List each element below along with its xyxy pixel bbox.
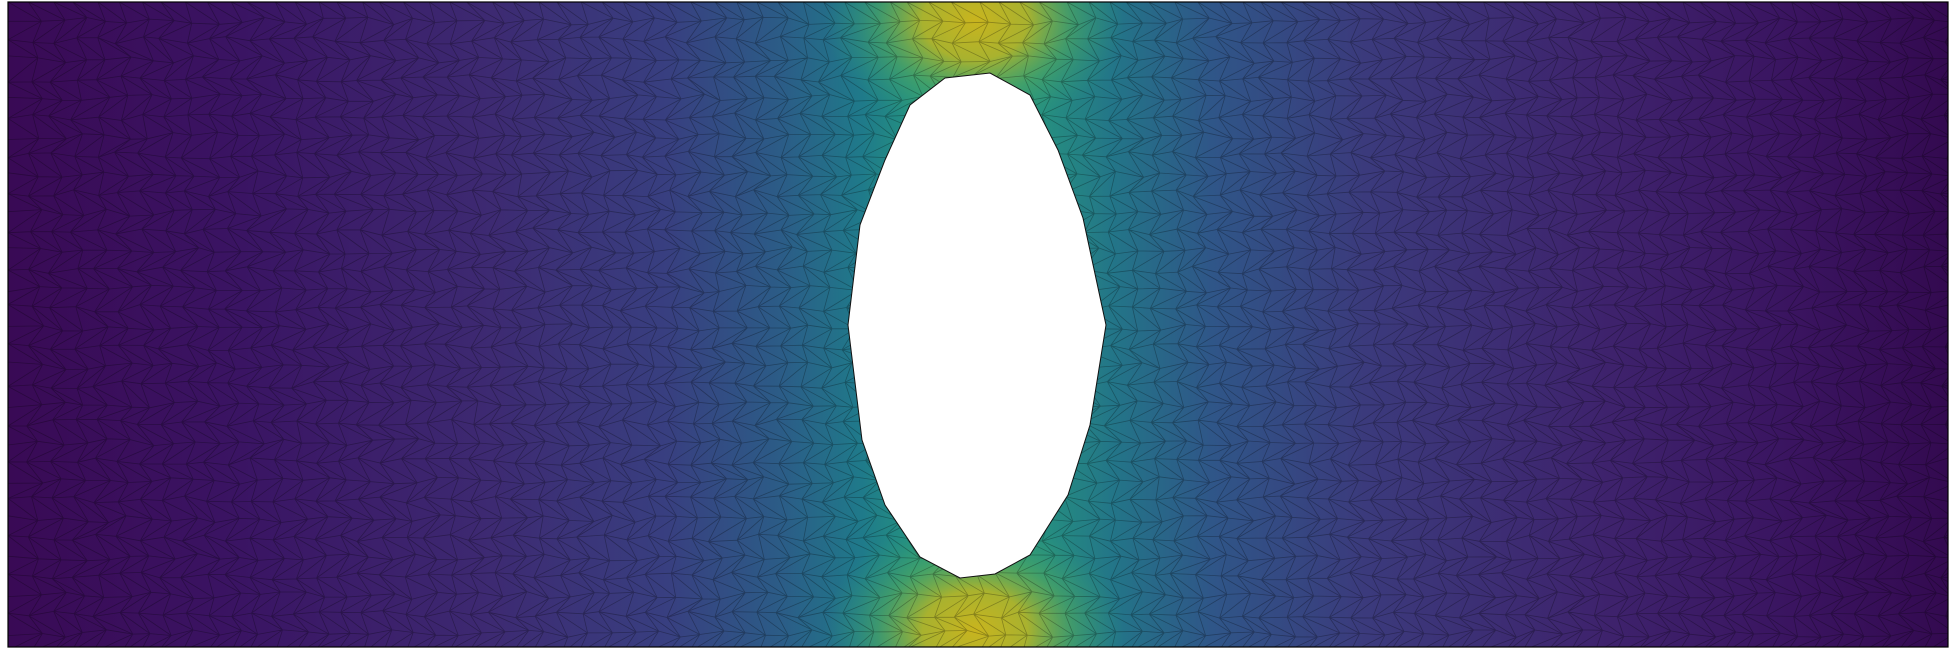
plate-boundary: [7, 1, 1949, 648]
elliptical-hole: [847, 72, 1107, 579]
